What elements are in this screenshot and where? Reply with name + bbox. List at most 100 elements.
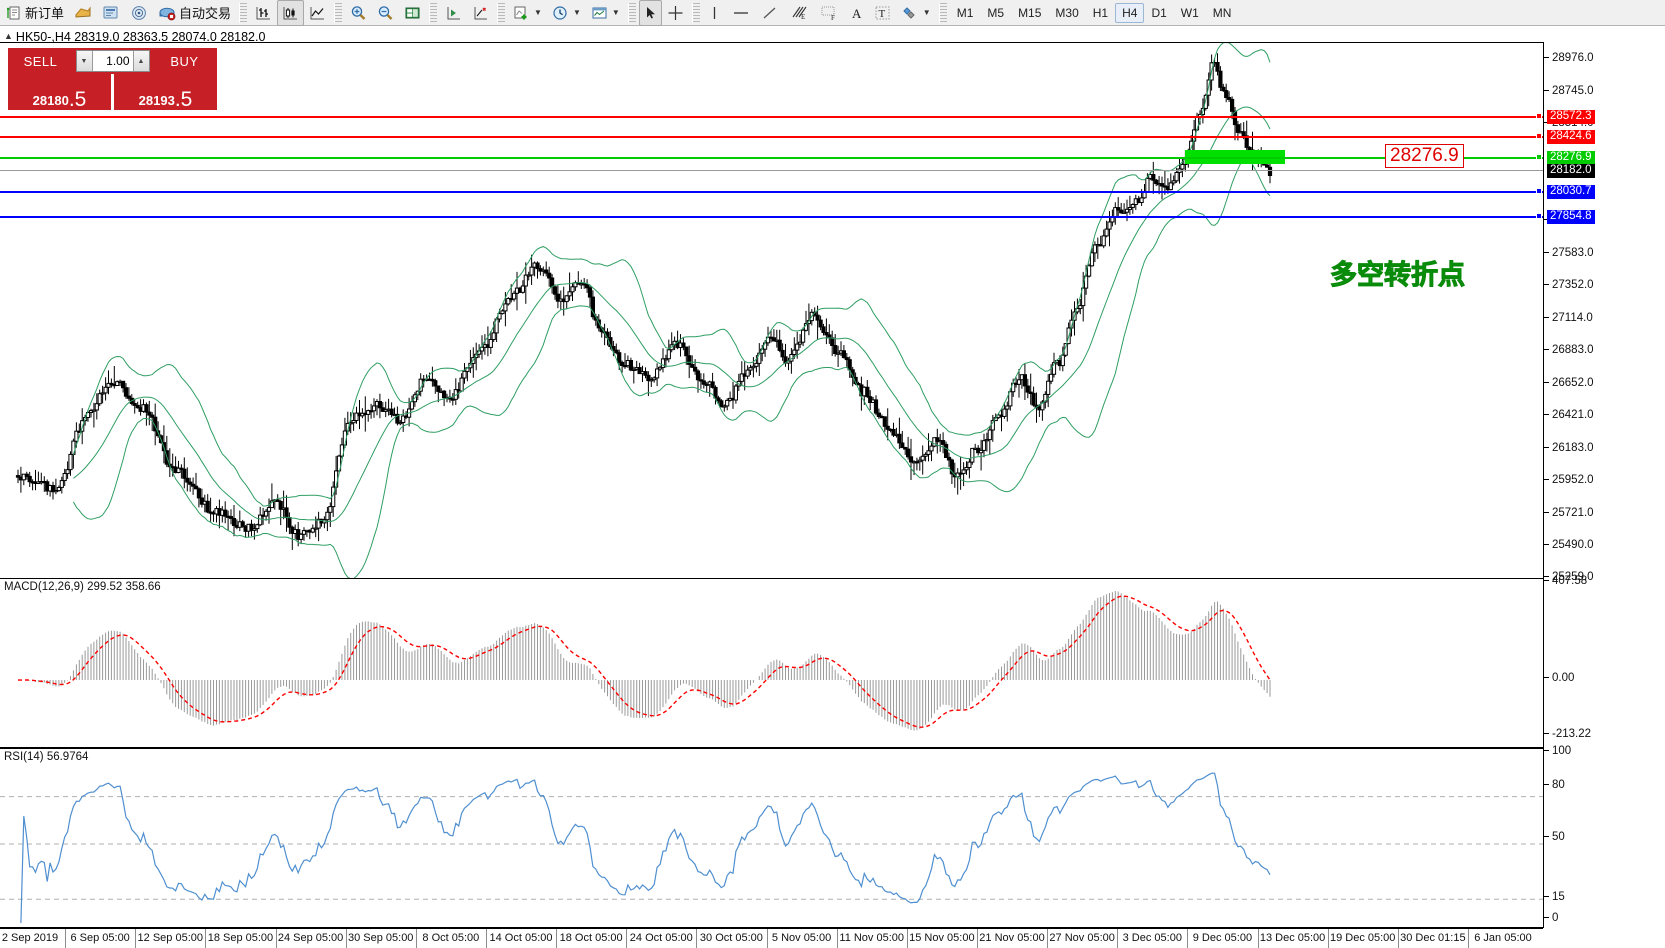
horizontal-price-line[interactable] bbox=[0, 115, 1543, 118]
timeframe-m30[interactable]: M30 bbox=[1055, 5, 1079, 20]
time-axis[interactable]: 2 Sep 2019 6 Sep 05:00 12 Sep 05:00 18 Sep … bbox=[0, 928, 1543, 948]
price-level-badge[interactable]: 28276.9 bbox=[1547, 150, 1595, 165]
sell-button[interactable]: SELL bbox=[8, 48, 73, 74]
chart-shift-button[interactable] bbox=[467, 0, 494, 26]
subchart-axis-tick: 80 bbox=[1544, 779, 1565, 791]
timeframe-mn[interactable]: MN bbox=[1212, 5, 1232, 20]
time-axis-separator bbox=[415, 929, 417, 948]
buy-button[interactable]: BUY bbox=[152, 48, 217, 74]
channel-button[interactable]: F bbox=[814, 0, 844, 26]
candlestick-chart-button[interactable] bbox=[277, 0, 305, 26]
time-axis-label: 2 Sep 2019 bbox=[1, 932, 59, 944]
navigator-icon bbox=[102, 5, 120, 21]
chevron-down-icon[interactable]: ▼ bbox=[611, 8, 620, 17]
line-anchor-handle[interactable] bbox=[1536, 112, 1542, 119]
hline-button[interactable] bbox=[726, 0, 756, 26]
rsi-plot bbox=[0, 772, 1543, 924]
price-level-badge[interactable]: 28572.3 bbox=[1547, 109, 1595, 124]
scroll-end-button[interactable] bbox=[440, 0, 467, 26]
horizontal-price-line[interactable] bbox=[0, 191, 1543, 194]
line-anchor-handle[interactable] bbox=[1536, 188, 1542, 195]
price-level-badge[interactable]: 28424.6 bbox=[1547, 130, 1595, 145]
price-level-badge[interactable]: 27854.8 bbox=[1547, 209, 1595, 224]
timeframe-w1[interactable]: W1 bbox=[1180, 5, 1199, 20]
time-axis-label: 18 Sep 05:00 bbox=[207, 932, 274, 944]
shapes-button[interactable]: ▼ bbox=[896, 0, 936, 26]
line-anchor-handle[interactable] bbox=[1536, 153, 1542, 160]
price-pane[interactable] bbox=[0, 42, 1543, 579]
time-axis-separator bbox=[836, 929, 838, 948]
time-axis-label: 12 Sep 05:00 bbox=[137, 932, 204, 944]
macd-pane[interactable]: MACD(12,26,9) 299.52 358.66 bbox=[0, 578, 1543, 748]
main-toolbar: 新订单 自动交易 bbox=[0, 0, 1665, 26]
buy-price[interactable]: 28193.5 bbox=[114, 74, 217, 110]
price-callout-label[interactable]: 28276.9 bbox=[1385, 143, 1464, 168]
cursor-button[interactable] bbox=[638, 0, 662, 26]
timeframe-h1[interactable]: H1 bbox=[1092, 5, 1109, 20]
navigator-button[interactable] bbox=[97, 0, 125, 26]
price-axis-tick: 25721.0 bbox=[1544, 507, 1594, 519]
horizontal-price-line[interactable] bbox=[0, 170, 1543, 172]
line-anchor-handle[interactable] bbox=[1536, 212, 1542, 219]
rsi-pane[interactable]: RSI(14) 56.9764 bbox=[0, 748, 1543, 928]
horizontal-price-line[interactable] bbox=[0, 156, 1543, 159]
text-button[interactable]: A bbox=[844, 0, 869, 26]
market-watch-icon bbox=[130, 5, 148, 21]
tile-windows-button[interactable] bbox=[399, 0, 426, 26]
zoom-in-button[interactable] bbox=[345, 0, 372, 26]
price-axis-tick: 28976.0 bbox=[1544, 52, 1594, 64]
sell-price[interactable]: 28180.5 bbox=[8, 74, 111, 110]
subchart-axis-tick: 100 bbox=[1544, 745, 1571, 757]
bar-chart-button[interactable] bbox=[250, 0, 277, 26]
collapse-triangle-icon[interactable]: ▲ bbox=[4, 31, 13, 41]
time-axis-separator bbox=[1327, 929, 1329, 948]
indicators-icon bbox=[513, 5, 530, 21]
line-chart-button[interactable] bbox=[304, 0, 331, 26]
timeframe-m5[interactable]: M5 bbox=[987, 5, 1005, 20]
text-label-button[interactable]: T bbox=[869, 0, 896, 26]
scroll-end-icon bbox=[445, 5, 462, 21]
period-button[interactable]: ▼ bbox=[547, 0, 586, 26]
trendline-button[interactable] bbox=[756, 0, 784, 26]
price-axis-tick: 28745.0 bbox=[1544, 85, 1594, 97]
chevron-down-icon[interactable]: ▼ bbox=[572, 8, 581, 17]
indicators-button[interactable]: ▼ bbox=[508, 0, 547, 26]
chart-area[interactable]: ▲ HK50-,H4 28319.0 28363.5 28074.0 28182.… bbox=[0, 26, 1665, 948]
chinese-annotation[interactable]: 多空转折点 bbox=[1330, 259, 1466, 291]
one-click-trading-panel[interactable]: SELL ▼ 1.00 ▲ BUY 28180.5 28193.5 bbox=[8, 48, 217, 110]
volume-container: ▼ 1.00 ▲ bbox=[73, 48, 152, 74]
line-anchor-handle[interactable] bbox=[1536, 133, 1542, 140]
horizontal-price-line[interactable] bbox=[0, 215, 1543, 218]
toolbar-separator bbox=[239, 2, 248, 23]
vline-button[interactable] bbox=[703, 0, 726, 26]
vline-icon bbox=[708, 5, 721, 21]
price-axis[interactable]: 28976.028745.028514.027814.027583.027352… bbox=[1543, 42, 1665, 928]
time-axis-label: 21 Nov 05:00 bbox=[979, 932, 1045, 944]
price-axis-tick: 26883.0 bbox=[1544, 344, 1594, 356]
timeframe-h4[interactable]: H4 bbox=[1115, 2, 1145, 23]
volume-value[interactable]: 1.00 bbox=[106, 54, 130, 68]
volume-up-icon[interactable]: ▲ bbox=[132, 51, 149, 71]
time-axis-label: 27 Nov 05:00 bbox=[1049, 932, 1115, 944]
new-order-button[interactable]: 新订单 bbox=[2, 0, 69, 26]
time-axis-label: 6 Sep 05:00 bbox=[70, 932, 130, 944]
chevron-down-icon[interactable]: ▼ bbox=[534, 8, 542, 17]
crosshair-button[interactable] bbox=[662, 0, 689, 26]
templates-button[interactable]: ▼ bbox=[586, 0, 625, 26]
volume-down-icon[interactable]: ▼ bbox=[76, 51, 93, 71]
data-window-button[interactable] bbox=[69, 0, 97, 26]
zoom-out-button[interactable] bbox=[372, 0, 399, 26]
timeframe-m1[interactable]: M1 bbox=[956, 5, 974, 20]
horizontal-price-line[interactable] bbox=[0, 136, 1543, 139]
time-axis-separator bbox=[1257, 929, 1259, 948]
toolbar-separator bbox=[497, 2, 506, 23]
price-level-badge[interactable]: 28182.0 bbox=[1547, 164, 1595, 179]
chevron-down-icon[interactable]: ▼ bbox=[922, 8, 931, 17]
price-level-badge[interactable]: 28030.7 bbox=[1547, 185, 1595, 200]
volume-stepper[interactable]: ▼ 1.00 ▲ bbox=[75, 50, 150, 72]
timeframe-d1[interactable]: D1 bbox=[1151, 5, 1167, 20]
timeframe-m15[interactable]: M15 bbox=[1018, 5, 1042, 20]
auto-trading-button[interactable]: 自动交易 bbox=[153, 0, 236, 26]
fibonacci-button[interactable]: E bbox=[784, 0, 814, 26]
market-watch-button[interactable] bbox=[125, 0, 153, 26]
